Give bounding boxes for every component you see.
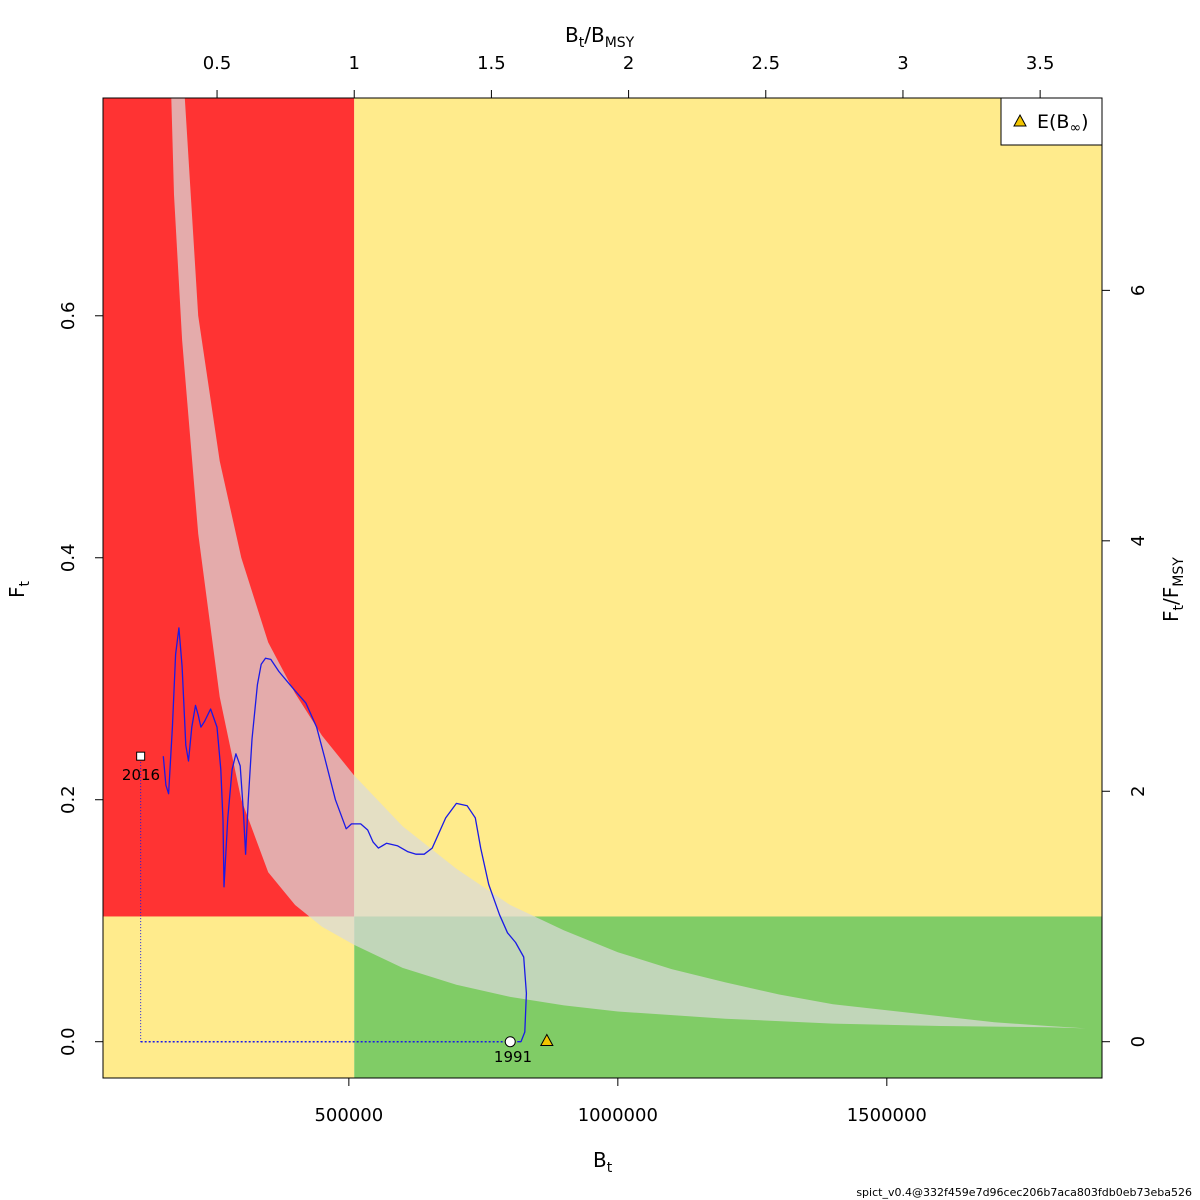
bottom-axis-title: Bt bbox=[593, 1148, 613, 1176]
top-tick-label: 3 bbox=[897, 53, 908, 74]
points bbox=[136, 751, 554, 1048]
right-axis-title: Ft/FMSY bbox=[1159, 557, 1187, 622]
right-axis: 0 2 4 6 bbox=[1102, 285, 1149, 1047]
top-tick-label: 1.5 bbox=[477, 53, 506, 74]
top-tick-label: 0.5 bbox=[203, 53, 232, 74]
right-tick-label: 4 bbox=[1128, 535, 1149, 546]
legend-label: E(B∞) bbox=[1037, 111, 1089, 136]
status-quadrants bbox=[103, 98, 1103, 1078]
bottom-tick-label: 1500000 bbox=[847, 1105, 927, 1126]
year-label-start: 1991 bbox=[494, 1048, 532, 1066]
fishing-trajectory-line bbox=[162, 627, 528, 1043]
quadrant-overfished bbox=[103, 916, 355, 1078]
trajectory bbox=[140, 627, 528, 1043]
top-axis-title: Bt/BMSY bbox=[565, 23, 635, 51]
top-axis: 0.5 1 1.5 2 2.5 3 3.5 bbox=[203, 53, 1055, 98]
right-tick-label: 6 bbox=[1128, 285, 1149, 296]
bottom-tick-label: 1000000 bbox=[578, 1105, 658, 1126]
legend: E(B∞) bbox=[1000, 97, 1103, 146]
bottom-axis: 500000 1000000 1500000 bbox=[314, 1078, 927, 1126]
left-axis: 0.0 0.2 0.4 0.6 bbox=[58, 301, 103, 1056]
quadrant-overfishing bbox=[354, 98, 1103, 917]
top-tick-label: 2 bbox=[623, 53, 634, 74]
bottom-tick-label: 500000 bbox=[314, 1105, 383, 1126]
legend-triangle-icon bbox=[1013, 113, 1027, 127]
right-tick-label: 0 bbox=[1128, 1036, 1149, 1047]
left-tick-label: 0.6 bbox=[58, 301, 79, 330]
start-point-1991 bbox=[504, 1036, 516, 1048]
left-tick-label: 0.4 bbox=[58, 543, 79, 572]
left-axis-title: Ft bbox=[5, 580, 33, 598]
end-point-2016 bbox=[136, 751, 146, 761]
left-tick-label: 0.2 bbox=[58, 785, 79, 814]
footer-version: spict_v0.4@332f459e7d96cec206b7aca803fdb… bbox=[856, 1186, 1192, 1199]
left-tick-label: 0.0 bbox=[58, 1027, 79, 1056]
right-tick-label: 2 bbox=[1128, 786, 1149, 797]
equilibrium-triangle-marker bbox=[539, 1033, 554, 1046]
top-tick-label: 1 bbox=[349, 53, 360, 74]
year-label-end: 2016 bbox=[122, 766, 160, 784]
plot-frame bbox=[102, 97, 1103, 1079]
top-tick-label: 3.5 bbox=[1026, 53, 1055, 74]
top-tick-label: 2.5 bbox=[751, 53, 780, 74]
